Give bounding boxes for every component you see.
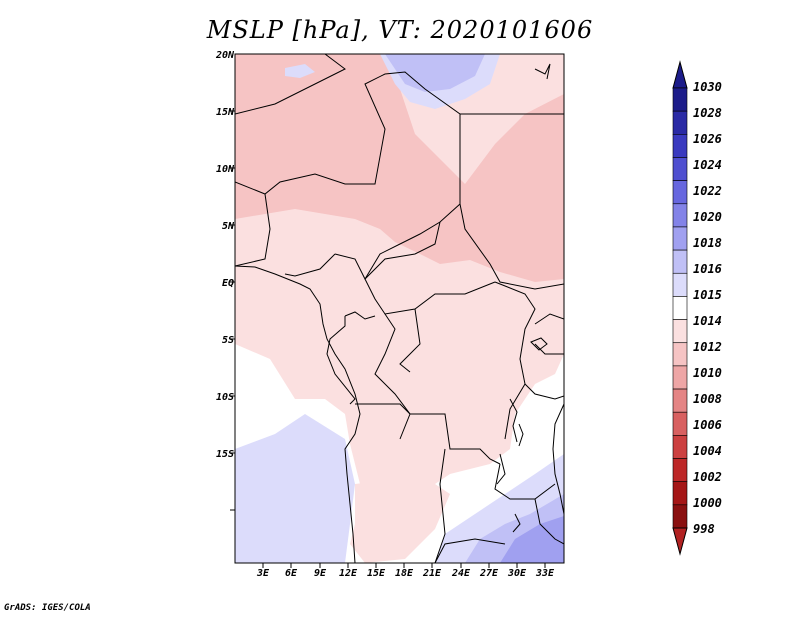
- grads-credit: GrADS: IGES/COLA: [4, 603, 91, 613]
- colorbar-label: 1008: [693, 392, 722, 406]
- map-panel[interactable]: [235, 54, 564, 563]
- colorbar-swatch: [672, 272, 688, 297]
- colorbar-label: 1028: [693, 106, 722, 120]
- mid-pink-northwest: [235, 54, 315, 174]
- colorbar-label: 1004: [693, 444, 722, 458]
- lat-label: 10N: [215, 164, 234, 175]
- colorbar-label: 1026: [693, 132, 722, 146]
- lon-label: 27E: [479, 568, 499, 579]
- colorbar-label: 1015: [693, 288, 722, 302]
- axis-ticks: [230, 110, 546, 568]
- lon-label: 3E: [256, 568, 270, 579]
- ocean-blue-southwest: [235, 414, 355, 563]
- colorbar-label: 1022: [693, 184, 722, 198]
- colorbar-swatch: [672, 342, 688, 367]
- blue-northwest-patch: [285, 64, 315, 78]
- colorbar-swatch: [672, 388, 688, 413]
- lat-label: 20N: [215, 50, 234, 61]
- colorbar-swatch: [672, 226, 688, 251]
- lon-label: 30E: [507, 568, 527, 579]
- lat-label: EQ: [221, 278, 234, 289]
- colorbar-label: 1018: [693, 236, 722, 250]
- lat-label: 10S: [215, 392, 234, 403]
- lon-label: 6E: [284, 568, 298, 579]
- mid-pink-north: [235, 54, 564, 282]
- lon-label: 24E: [451, 568, 471, 579]
- colorbar-label: 1030: [693, 80, 722, 94]
- colorbar-swatch: [672, 411, 688, 436]
- mid-blue-north: [385, 54, 485, 92]
- colorbar-swatch: [672, 203, 688, 228]
- lat-label: 5S: [221, 335, 234, 346]
- deep-blue-southeast: [500, 516, 564, 563]
- colorbar-label: 1020: [693, 210, 722, 224]
- colorbar-swatch: [672, 134, 688, 158]
- lakes: [496, 337, 548, 533]
- colorbar-swatch: [672, 365, 688, 390]
- colorbar-swatch: [672, 435, 688, 459]
- colorbar-label: 1002: [693, 470, 722, 484]
- lat-label: 15N: [215, 107, 234, 118]
- colorbar-label: 1010: [693, 366, 722, 380]
- pressure-field: [235, 54, 564, 563]
- colorbar-arrow-bottom: [672, 527, 688, 556]
- lon-label: 18E: [394, 568, 414, 579]
- colorbar-swatch: [672, 180, 688, 205]
- lat-label: 15S: [215, 449, 234, 460]
- colorbar-swatch: [672, 249, 688, 274]
- colorbar-label: 998: [693, 522, 715, 536]
- colorbar-label: 1024: [693, 158, 722, 172]
- colorbar-swatch: [672, 110, 688, 135]
- colorbar-swatch: [672, 87, 688, 112]
- colorbar-label: 1006: [693, 418, 722, 432]
- map-title: MSLP [hPa], VT: 2020101606: [206, 16, 594, 44]
- colorbar-swatch: [672, 458, 688, 482]
- lon-label: 21E: [422, 568, 442, 579]
- lon-label: 9E: [313, 568, 327, 579]
- coastline: [235, 63, 564, 563]
- colorbar-swatch: [672, 319, 688, 344]
- colorbar-swatch: [672, 504, 688, 529]
- colorbar-label: 1000: [693, 496, 722, 510]
- lon-label: 15E: [366, 568, 386, 579]
- pale-pink-south: [350, 479, 450, 563]
- colorbar-label: 1014: [693, 314, 722, 328]
- colorbar-arrow-top: [672, 60, 688, 89]
- lon-label: 33E: [535, 568, 555, 579]
- colorbar-label: 1016: [693, 262, 722, 276]
- colorbar-swatch: [672, 481, 688, 506]
- country-borders: [235, 54, 564, 563]
- colorbar-swatch: [672, 157, 688, 181]
- lat-label: 5N: [221, 221, 234, 232]
- colorbar-swatch: [672, 296, 688, 320]
- colorbar-label: 1012: [693, 340, 722, 354]
- lon-label: 12E: [338, 568, 358, 579]
